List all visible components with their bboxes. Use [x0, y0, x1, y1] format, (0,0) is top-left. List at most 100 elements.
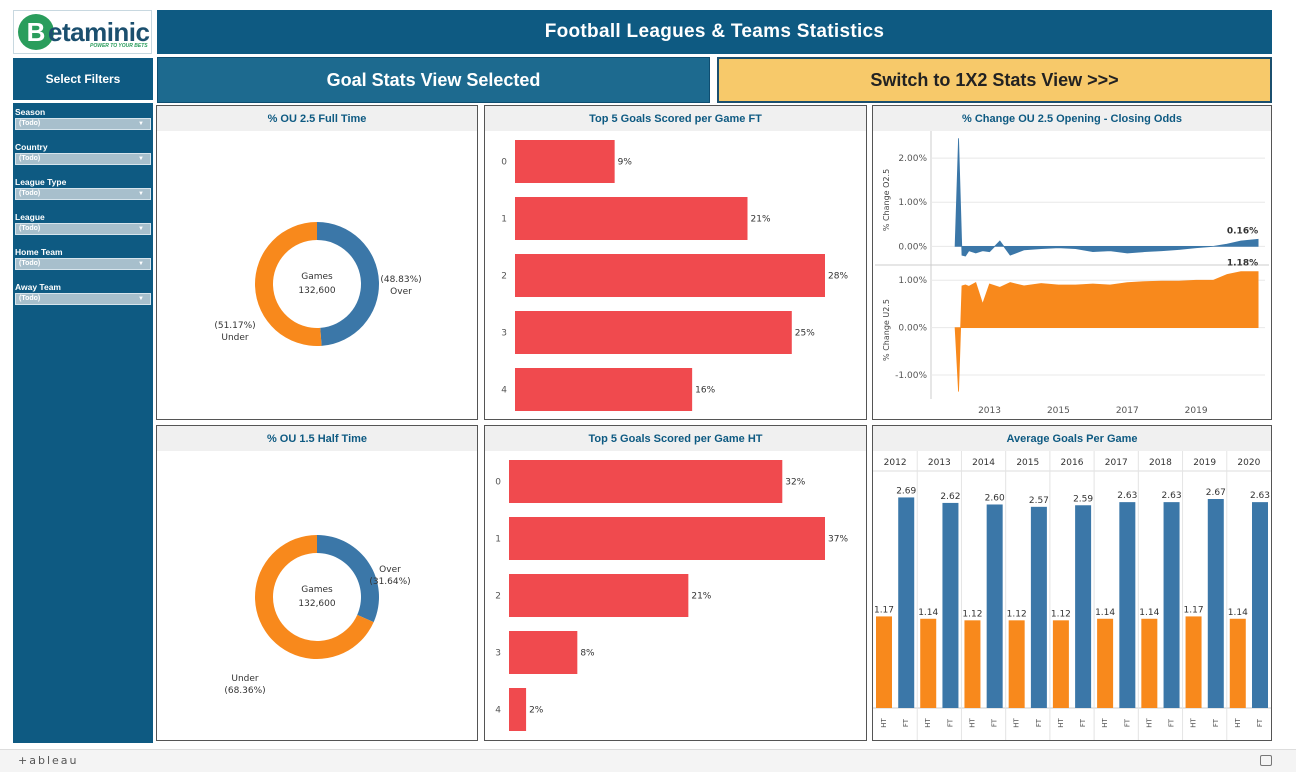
sub-category-label: FT [1212, 718, 1220, 727]
donut-center-label: Games [301, 272, 333, 282]
ou25-title: % OU 2.5 Full Time [157, 106, 477, 131]
bar-category-label: 0 [495, 478, 501, 488]
odds-change-title: % Change OU 2.5 Opening - Closing Odds [873, 106, 1271, 131]
bar-FT-2017 [1119, 502, 1136, 708]
filter-label: Away Team [15, 282, 61, 292]
bar-value-label: 1.14 [1228, 608, 1248, 618]
bar-category-label: 1 [501, 215, 507, 225]
bar-category-label: 1 [495, 535, 501, 545]
filter-league: League (Todo) ▼ [15, 211, 151, 235]
y-axis-label: % Change O2.5 [882, 169, 891, 231]
bar-HT-2014 [964, 620, 981, 708]
odds-change-area-chart: 2.00% 1.00% 0.00% % Change O2.5 0.16% 1.00% 0.… [875, 131, 1269, 416]
logo-circle-icon: B [18, 14, 54, 50]
donut-center-value: 132,600 [298, 286, 335, 296]
year-header: 2012 [884, 458, 907, 468]
fullscreen-icon[interactable] [1260, 755, 1272, 766]
goal-stats-view-button[interactable]: Goal Stats View Selected [157, 57, 710, 103]
area-series-0 [954, 138, 1259, 257]
bar-category-label: 4 [501, 386, 507, 396]
avg-goals-bar-chart: 2012 1.17 HT 2.69 FT 2013 1.14 HT 2.62 FT 2014 1.12… [873, 451, 1271, 740]
betaminic-logo: B etaminic POWER TO YOUR BETS [13, 10, 152, 54]
sub-category-label: HT [1057, 718, 1065, 728]
bar-HT-2018 [1141, 618, 1158, 708]
tableau-footer: +ableau [0, 749, 1296, 772]
away-team-dropdown[interactable]: (Todo) ▼ [15, 293, 151, 305]
bar-2 [509, 574, 689, 617]
dropdown-arrow-icon: ▼ [138, 296, 144, 302]
dashboard-title: Football Leagues & Teams Statistics [157, 10, 1272, 54]
filters-sidebar: Season (Todo) ▼ Country (Todo) ▼ League Ty… [13, 103, 153, 743]
bar-1 [509, 517, 825, 560]
bar-value-label: 2.69 [896, 486, 916, 496]
switch-1x2-view-button[interactable]: Switch to 1X2 Stats View >>> [717, 57, 1272, 103]
logo-tagline: POWER TO YOUR BETS [90, 43, 148, 49]
dropdown-arrow-icon: ▼ [138, 191, 144, 197]
bar-value-label: 28% [828, 272, 848, 282]
filter-league-type: League Type (Todo) ▼ [15, 176, 151, 200]
dropdown-value: (Todo) [19, 155, 41, 162]
logo-word: etaminic [48, 16, 150, 47]
filter-country: Country (Todo) ▼ [15, 141, 151, 165]
sub-category-label: FT [946, 718, 954, 727]
bar-value-label: 2.62 [940, 492, 960, 502]
goals-ht-panel: Top 5 Goals Scored per Game HT 0 32% 1 37% 2… [484, 425, 867, 741]
season-dropdown[interactable]: (Todo) ▼ [15, 118, 151, 130]
tableau-logo: +ableau [18, 754, 79, 767]
bar-value-label: 2.59 [1073, 494, 1093, 504]
league-dropdown[interactable]: (Todo) ▼ [15, 223, 151, 235]
sub-category-label: HT [1190, 718, 1198, 728]
donut-label-over-line2: Over [390, 287, 412, 297]
y-tick-label: 1.00% [898, 198, 927, 208]
year-header: 2019 [1193, 458, 1216, 468]
area-series-1 [954, 271, 1259, 392]
bar-3 [515, 311, 792, 354]
y-axis-label: % Change U2.5 [882, 299, 891, 361]
donut-label-over-line1: Over [379, 565, 401, 575]
sub-category-label: HT [1145, 718, 1153, 728]
donut-center-label: Games [301, 585, 333, 595]
bar-value-label: 1.14 [1095, 608, 1115, 618]
bar-value-label: 25% [795, 329, 815, 339]
league-type-dropdown[interactable]: (Todo) ▼ [15, 188, 151, 200]
country-dropdown[interactable]: (Todo) ▼ [15, 153, 151, 165]
filters-heading: Select Filters [13, 58, 153, 100]
bar-HT-2013 [920, 618, 937, 708]
sub-category-label: HT [968, 718, 976, 728]
sub-category-label: FT [1168, 718, 1176, 727]
ou15-title: % OU 1.5 Half Time [157, 426, 477, 451]
bar-1 [515, 197, 748, 240]
bar-3 [509, 631, 578, 674]
bar-FT-2018 [1163, 502, 1180, 708]
dropdown-value: (Todo) [19, 225, 41, 232]
year-header: 2016 [1061, 458, 1084, 468]
goals-ht-bar-chart: 0 32% 1 37% 2 21% 3 8% 4 2% [495, 460, 848, 731]
filter-label: League Type [15, 177, 67, 187]
filter-label: League [15, 212, 45, 222]
dropdown-value: (Todo) [19, 190, 41, 197]
sub-category-label: HT [880, 718, 888, 728]
donut-label-under-line1: Under [231, 674, 259, 684]
y-tick-label: 0.00% [898, 324, 927, 334]
bar-category-label: 0 [501, 158, 507, 168]
bar-value-label: 2% [529, 706, 544, 716]
ou25-donut-chart: Games 132,600 (48.83%) Over (51.17%) Under [214, 222, 422, 346]
avg-goals-title: Average Goals Per Game [873, 426, 1271, 451]
donut-label-under-line2: Under [221, 333, 249, 343]
avg-goals-panel: Average Goals Per Game 2012 1.17 HT 2.69 FT 2… [872, 425, 1272, 741]
bar-category-label: 4 [495, 706, 501, 716]
bar-HT-2017 [1097, 618, 1114, 708]
year-header: 2018 [1149, 458, 1172, 468]
bar-value-label: 2.60 [985, 493, 1005, 503]
bar-value-label: 1.12 [962, 609, 982, 619]
sub-category-label: FT [1079, 718, 1087, 727]
bar-value-label: 32% [785, 478, 805, 488]
bar-value-label: 1.17 [1184, 605, 1204, 615]
bar-value-label: 21% [751, 215, 771, 225]
year-header: 2015 [1016, 458, 1039, 468]
bar-value-label: 37% [828, 535, 848, 545]
dropdown-arrow-icon: ▼ [138, 121, 144, 127]
home-team-dropdown[interactable]: (Todo) ▼ [15, 258, 151, 270]
bar-value-label: 1.17 [874, 605, 894, 615]
dropdown-arrow-icon: ▼ [138, 156, 144, 162]
